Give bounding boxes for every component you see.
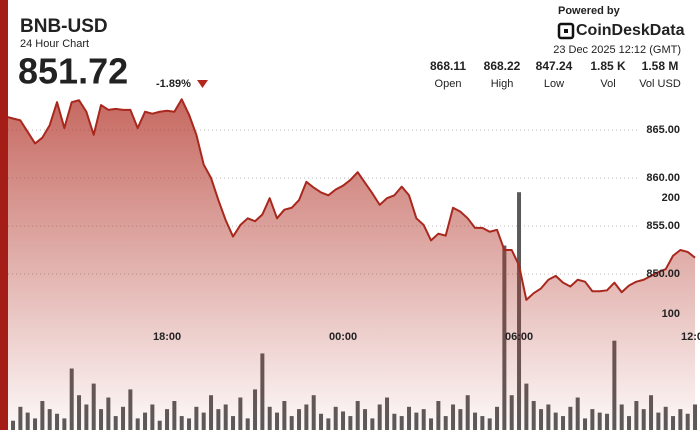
down-arrow xyxy=(197,80,208,88)
stats: 868.11 Open 868.22 High 847.24 Low 1.85 K Vol 1.… xyxy=(430,59,681,90)
price-line xyxy=(8,98,696,301)
stat-value: 1.85 K xyxy=(590,59,626,73)
stat-value: 1.58 M xyxy=(642,59,679,73)
y2-tick-label: 100 xyxy=(662,308,680,320)
stat-label: Vol USD xyxy=(639,78,681,90)
brand-logo xyxy=(557,22,575,40)
brand: CoinDeskData xyxy=(576,22,685,39)
y-tick-label: 855.00 xyxy=(646,220,680,232)
y-tick-label: 850.00 xyxy=(646,268,680,280)
stat-label: Open xyxy=(435,78,462,90)
plot xyxy=(8,98,698,430)
accent-bar xyxy=(0,0,8,430)
volume-bar xyxy=(693,404,698,430)
area-fill xyxy=(8,99,696,430)
x-tick-label: 06:00 xyxy=(505,331,533,343)
stat-value: 868.11 xyxy=(430,59,466,73)
stat-value: 847.24 xyxy=(536,59,573,73)
subtitle: 24 Hour Chart xyxy=(20,38,89,50)
x-tick-label: 00:00 xyxy=(329,331,357,343)
y-tick-label: 865.00 xyxy=(646,124,680,136)
stat-label: Low xyxy=(544,78,564,90)
y-tick-label: 860.00 xyxy=(646,172,680,184)
timestamp: 23 Dec 2025 12:12 (GMT) xyxy=(553,44,681,56)
title: BNB-USD xyxy=(20,16,108,37)
x-tick-label: 12:00 xyxy=(681,331,700,343)
stat-value: 868.22 xyxy=(484,59,521,73)
change: -1.89% xyxy=(156,78,191,90)
stat-label: High xyxy=(491,78,514,90)
y2-tick-label: 200 xyxy=(662,192,680,204)
price: 851.72 xyxy=(18,51,128,92)
x-tick-label: 18:00 xyxy=(153,331,181,343)
powered-by: Powered by xyxy=(558,5,621,17)
stat-label: Vol xyxy=(600,78,615,90)
